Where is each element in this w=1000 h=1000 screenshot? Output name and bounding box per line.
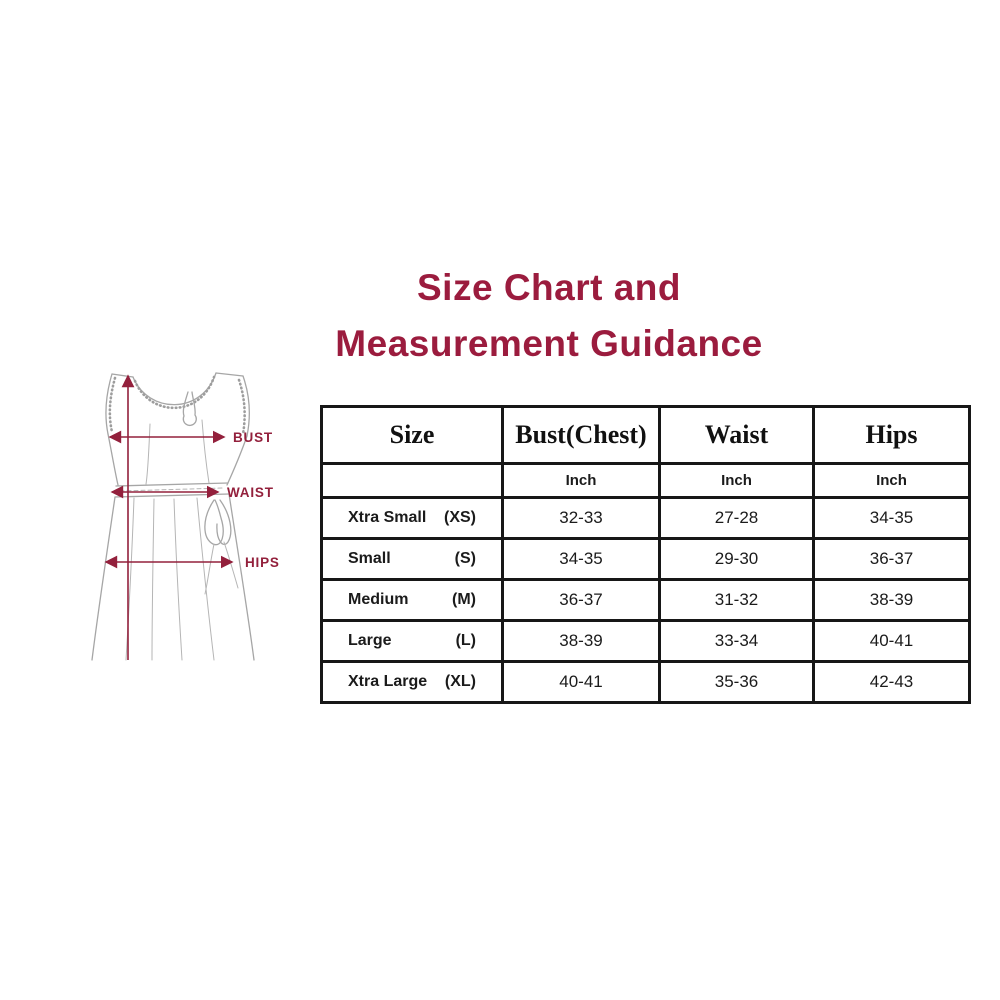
- waist-value: 29-30: [658, 537, 815, 581]
- hips-value: 36-37: [812, 537, 971, 581]
- size-abbr: (XL): [444, 673, 476, 690]
- size-cell: Xtra Small (XS): [320, 496, 504, 540]
- table-row-l: Large (L) 38-39 33-34 40-41: [320, 619, 971, 663]
- waist-label: WAIST: [227, 485, 274, 500]
- dress-measurement-diagram: BUST WAIST HIPS: [62, 352, 322, 672]
- col-header-size: Size: [320, 405, 504, 465]
- table-units-row: Inch Inch Inch: [320, 462, 971, 499]
- dress-sketch-svg: BUST WAIST HIPS: [91, 372, 280, 661]
- units-cell-hips: Inch: [812, 462, 971, 499]
- size-chart-table: Size Bust(Chest) Waist Hips Inch Inch In…: [320, 405, 971, 704]
- size-name: Large: [348, 632, 392, 649]
- table-row-m: Medium (M) 36-37 31-32 38-39: [320, 578, 971, 622]
- hips-value: 38-39: [812, 578, 971, 622]
- waist-value: 31-32: [658, 578, 815, 622]
- size-name: Xtra Small: [348, 509, 427, 526]
- size-cell: Small (S): [320, 537, 504, 581]
- col-header-bust: Bust(Chest): [501, 405, 661, 465]
- size-abbr: (L): [455, 632, 476, 649]
- bust-value: 40-41: [501, 660, 661, 704]
- table-header-row: Size Bust(Chest) Waist Hips: [320, 405, 971, 465]
- page-title: Size Chart and Measurement Guidance: [335, 260, 762, 372]
- size-name: Medium: [348, 591, 409, 608]
- units-cell-size: [320, 462, 504, 499]
- table-row-xs: Xtra Small (XS) 32-33 27-28 34-35: [320, 496, 971, 540]
- table-row-s: Small (S) 34-35 29-30 36-37: [320, 537, 971, 581]
- units-cell-bust: Inch: [501, 462, 661, 499]
- col-header-hips: Hips: [812, 405, 971, 465]
- measurement-arrows: BUST WAIST HIPS: [104, 374, 280, 660]
- waist-value: 27-28: [658, 496, 815, 540]
- bust-value: 36-37: [501, 578, 661, 622]
- hips-label: HIPS: [245, 555, 280, 570]
- page-title-line1: Size Chart and: [417, 267, 681, 308]
- hips-value: 42-43: [812, 660, 971, 704]
- size-cell: Xtra Large (XL): [320, 660, 504, 704]
- bust-value: 38-39: [501, 619, 661, 663]
- hips-value: 40-41: [812, 619, 971, 663]
- size-cell: Medium (M): [320, 578, 504, 622]
- size-abbr: (M): [452, 591, 476, 608]
- col-header-waist: Waist: [658, 405, 815, 465]
- units-cell-waist: Inch: [658, 462, 815, 499]
- size-abbr: (S): [454, 550, 476, 567]
- waist-value: 35-36: [658, 660, 815, 704]
- size-name: Xtra Large: [348, 673, 428, 690]
- table-row-xl: Xtra Large (XL) 40-41 35-36 42-43: [320, 660, 971, 704]
- hips-value: 34-35: [812, 496, 971, 540]
- dress-outline-sketch: [91, 372, 255, 661]
- waist-value: 33-34: [658, 619, 815, 663]
- bust-value: 32-33: [501, 496, 661, 540]
- size-abbr: (XS): [444, 509, 476, 526]
- bust-value: 34-35: [501, 537, 661, 581]
- page-title-line2: Measurement Guidance: [335, 323, 763, 364]
- bust-label: BUST: [233, 430, 273, 445]
- size-name: Small: [348, 550, 391, 567]
- size-cell: Large (L): [320, 619, 504, 663]
